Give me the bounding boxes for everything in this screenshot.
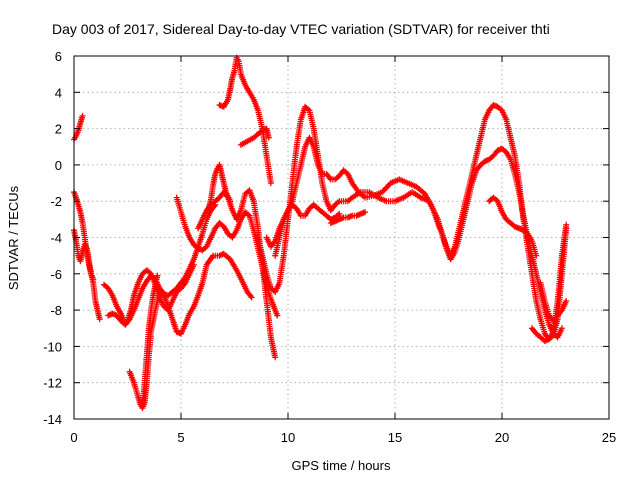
axis-ticks: 0 5 10 15 20 25 -14 -12 -10 -8 -6 -4 -2 0 2 4 6 bbox=[43, 49, 616, 445]
data-series bbox=[71, 112, 86, 143]
data-series bbox=[216, 54, 274, 187]
data-points bbox=[71, 54, 570, 412]
y-tick-label: -2 bbox=[50, 194, 62, 209]
x-tick-label: 25 bbox=[602, 430, 616, 445]
data-series bbox=[237, 125, 272, 148]
x-tick-label: 20 bbox=[495, 430, 509, 445]
series-markers bbox=[272, 201, 343, 259]
x-tick-label: 10 bbox=[281, 430, 295, 445]
y-tick-label: -12 bbox=[43, 376, 62, 391]
series-markers bbox=[139, 272, 161, 410]
data-series bbox=[486, 194, 540, 259]
series-markers bbox=[71, 112, 86, 143]
data-series bbox=[205, 161, 234, 212]
x-axis-label: GPS time / hours bbox=[292, 458, 391, 473]
data-series bbox=[327, 209, 369, 226]
y-tick-label: 6 bbox=[55, 49, 62, 64]
data-series bbox=[139, 272, 161, 410]
chart-title: Day 003 of 2017, Sidereal Day-to-day VTE… bbox=[52, 21, 550, 37]
y-tick-label: 2 bbox=[55, 122, 62, 137]
y-tick-label: -10 bbox=[43, 339, 62, 354]
series-markers bbox=[486, 194, 540, 259]
y-tick-label: 4 bbox=[55, 85, 62, 100]
series-markers bbox=[529, 221, 570, 344]
data-series bbox=[529, 221, 570, 344]
series-markers bbox=[216, 54, 274, 187]
series-markers bbox=[263, 134, 565, 341]
data-series bbox=[272, 201, 343, 259]
y-tick-label: -14 bbox=[43, 412, 62, 427]
data-series bbox=[263, 134, 565, 341]
y-tick-label: -8 bbox=[50, 303, 62, 318]
y-tick-label: 0 bbox=[55, 158, 62, 173]
series-markers bbox=[205, 161, 234, 212]
x-tick-label: 0 bbox=[70, 430, 77, 445]
x-tick-label: 15 bbox=[388, 430, 402, 445]
y-axis-label: SDTVAR / TECUs bbox=[6, 185, 21, 290]
x-tick-label: 5 bbox=[177, 430, 184, 445]
y-tick-label: -4 bbox=[50, 231, 62, 246]
series-markers bbox=[237, 125, 272, 148]
y-tick-label: -6 bbox=[50, 267, 62, 282]
series-markers bbox=[327, 209, 369, 226]
